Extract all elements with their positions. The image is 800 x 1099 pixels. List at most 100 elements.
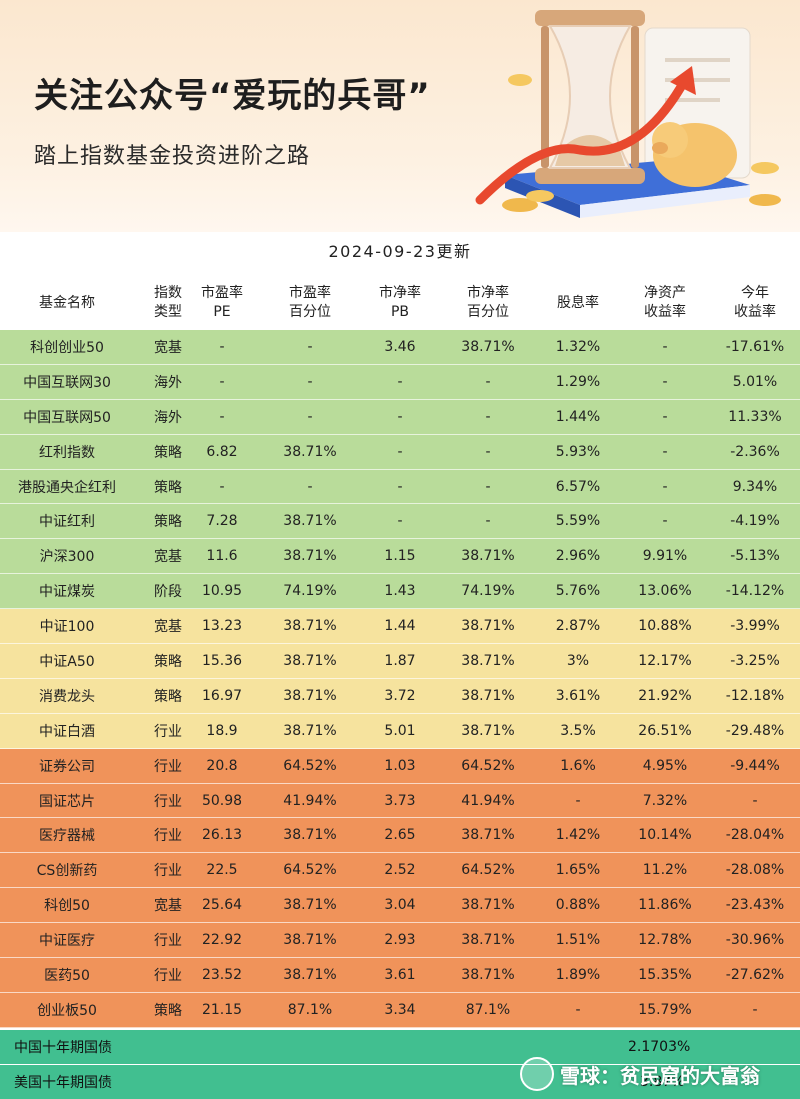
cell-roe: 10.88% bbox=[638, 618, 692, 635]
cell-pb: 3.72 bbox=[384, 687, 416, 704]
update-date: 2024-09-23更新 bbox=[328, 242, 472, 261]
column-header-pb: 市净率 PB bbox=[379, 285, 421, 320]
cell-pe: - bbox=[219, 478, 225, 495]
cell-roe: 7.32% bbox=[642, 792, 688, 809]
cell-dividend-yield: 3.61% bbox=[555, 687, 601, 704]
column-header-pb-percentile: 市净率 百分位 bbox=[467, 285, 509, 320]
table-row: 中证煤炭 阶段 10.95 74.19% 1.43 74.19% 5.76% 13.06% -1… bbox=[0, 574, 800, 610]
bond-name: 中国十年期国债 bbox=[14, 1040, 112, 1056]
cell-pb: 1.87 bbox=[384, 653, 416, 670]
cell-pb-percentile: - bbox=[485, 373, 491, 390]
bond-yield: 3.87% bbox=[640, 1074, 685, 1090]
cell-index-type: 行业 bbox=[154, 723, 182, 740]
cell-pb-percentile: 38.71% bbox=[461, 618, 515, 635]
cell-index-type: 行业 bbox=[154, 863, 182, 880]
header-banner: 关注公众号“爱玩的兵哥” 踏上指数基金投资进阶之路 bbox=[0, 0, 800, 232]
table-row: 科创创业50 宽基 - - 3.46 38.71% 1.32% - -17.61% bbox=[0, 330, 800, 365]
cell-pe-percentile: 41.94% bbox=[283, 792, 337, 809]
cell-roe: 11.2% bbox=[642, 862, 688, 879]
cell-pe-percentile: - bbox=[307, 373, 313, 390]
table-row: 国证芯片 行业 50.98 41.94% 3.73 41.94% - 7.32% - bbox=[0, 783, 800, 819]
xueqiu-logo-icon bbox=[520, 1057, 554, 1091]
table-row: CS创新药 行业 22.5 64.52% 2.52 64.52% 1.65% 11.2% -28… bbox=[0, 853, 800, 889]
cell-ytd-return: - bbox=[752, 1001, 758, 1018]
cell-pb: 2.65 bbox=[384, 827, 416, 844]
cell-pe: 10.95 bbox=[201, 583, 243, 600]
cell-index-type: 策略 bbox=[154, 688, 182, 705]
cell-roe: 11.86% bbox=[638, 897, 692, 914]
cell-ytd-return: -29.48% bbox=[725, 722, 785, 739]
cell-dividend-yield: 1.51% bbox=[555, 932, 601, 949]
cell-pe-percentile: 38.71% bbox=[283, 967, 337, 984]
cell-pe: 11.6 bbox=[206, 548, 238, 565]
table-row: 中证白酒 行业 18.9 38.71% 5.01 38.71% 3.5% 26.51% -29.… bbox=[0, 713, 800, 749]
cell-pb: 3.04 bbox=[384, 897, 416, 914]
cell-pe: 15.36 bbox=[201, 653, 243, 670]
cell-pb: 3.73 bbox=[384, 792, 416, 809]
cell-ytd-return: -2.36% bbox=[730, 443, 780, 460]
cell-fund-name: 证券公司 bbox=[39, 758, 95, 775]
cell-pb-percentile: 38.71% bbox=[461, 827, 515, 844]
cell-pb: 1.44 bbox=[384, 618, 416, 635]
cell-pb-percentile: 41.94% bbox=[461, 792, 515, 809]
cell-ytd-return: -28.08% bbox=[725, 862, 785, 879]
table-row: 医药50 行业 23.52 38.71% 3.61 38.71% 1.89% 15.35% -2… bbox=[0, 958, 800, 993]
table-row: 沪深300 宽基 11.6 38.71% 1.15 38.71% 2.96% 9.91% -5.… bbox=[0, 539, 800, 575]
cell-index-type: 阶段 bbox=[154, 584, 182, 601]
cell-pb-percentile: - bbox=[485, 443, 491, 460]
cell-dividend-yield: 1.6% bbox=[560, 757, 596, 774]
cell-pe-percentile: 87.1% bbox=[287, 1001, 333, 1018]
cell-pe-percentile: - bbox=[307, 478, 313, 495]
cell-index-type: 行业 bbox=[154, 793, 182, 810]
cell-ytd-return: -3.99% bbox=[730, 618, 780, 635]
column-header-index-type: 指数 类型 bbox=[154, 285, 182, 320]
cell-fund-name: 中证煤炭 bbox=[39, 584, 95, 601]
cell-ytd-return: -12.18% bbox=[725, 687, 785, 704]
banner-subtitle: 踏上指数基金投资进阶之路 bbox=[34, 144, 311, 169]
cell-ytd-return: -3.25% bbox=[730, 653, 780, 670]
cell-pb: 1.15 bbox=[384, 548, 416, 565]
cell-pb-percentile: 64.52% bbox=[461, 757, 515, 774]
cell-dividend-yield: 2.96% bbox=[555, 548, 601, 565]
cell-pb: - bbox=[397, 443, 403, 460]
cell-pb-percentile: 64.52% bbox=[461, 862, 515, 879]
cell-roe: 21.92% bbox=[638, 687, 692, 704]
cell-fund-name: 中证A50 bbox=[39, 654, 95, 671]
cell-dividend-yield: 3% bbox=[566, 653, 590, 670]
cell-dividend-yield: 0.88% bbox=[555, 897, 601, 914]
table-row: 港股通央企红利 策略 - - - - 6.57% - 9.34% bbox=[0, 469, 800, 505]
cell-pb: - bbox=[397, 373, 403, 390]
cell-pe: 16.97 bbox=[201, 687, 243, 704]
cell-index-type: 策略 bbox=[154, 479, 182, 496]
cell-dividend-yield: 5.59% bbox=[555, 513, 601, 530]
table-row: 中证A50 策略 15.36 38.71% 1.87 38.71% 3% 12.17% -3.2… bbox=[0, 644, 800, 679]
cell-pe-percentile: 38.71% bbox=[283, 897, 337, 914]
cell-pe: - bbox=[219, 373, 225, 390]
cell-fund-name: 中国互联网30 bbox=[23, 374, 111, 391]
cell-pb-percentile: 38.71% bbox=[461, 967, 515, 984]
cell-index-type: 行业 bbox=[154, 758, 182, 775]
cell-fund-name: 中证医疗 bbox=[39, 933, 95, 950]
cell-fund-name: 科创50 bbox=[44, 898, 90, 915]
cell-ytd-return: -14.12% bbox=[725, 583, 785, 600]
cell-ytd-return: -23.43% bbox=[725, 897, 785, 914]
cell-dividend-yield: 1.65% bbox=[555, 862, 601, 879]
cell-pb: 1.43 bbox=[384, 583, 416, 600]
cell-roe: 10.14% bbox=[638, 827, 692, 844]
cell-roe: - bbox=[662, 443, 668, 460]
cell-ytd-return: 9.34% bbox=[732, 478, 778, 495]
cell-fund-name: 医药50 bbox=[44, 968, 90, 985]
table-row: 创业板50 策略 21.15 87.1% 3.34 87.1% - 15.79% - bbox=[0, 992, 800, 1028]
cell-fund-name: 港股通央企红利 bbox=[18, 479, 116, 496]
cell-pb: - bbox=[397, 478, 403, 495]
cell-fund-name: 中证红利 bbox=[39, 514, 95, 531]
cell-index-type: 宽基 bbox=[154, 549, 182, 566]
cell-dividend-yield: 1.89% bbox=[555, 967, 601, 984]
table-row: 医疗器械 行业 26.13 38.71% 2.65 38.71% 1.42% 10.14% -2… bbox=[0, 818, 800, 854]
cell-fund-name: 医疗器械 bbox=[39, 828, 95, 845]
cell-pb-percentile: 38.71% bbox=[461, 339, 515, 355]
cell-pb: 5.01 bbox=[384, 722, 416, 739]
cell-dividend-yield: - bbox=[575, 792, 581, 809]
cell-roe: 13.06% bbox=[638, 583, 692, 600]
hourglass-piggybank-illustration bbox=[475, 10, 781, 218]
